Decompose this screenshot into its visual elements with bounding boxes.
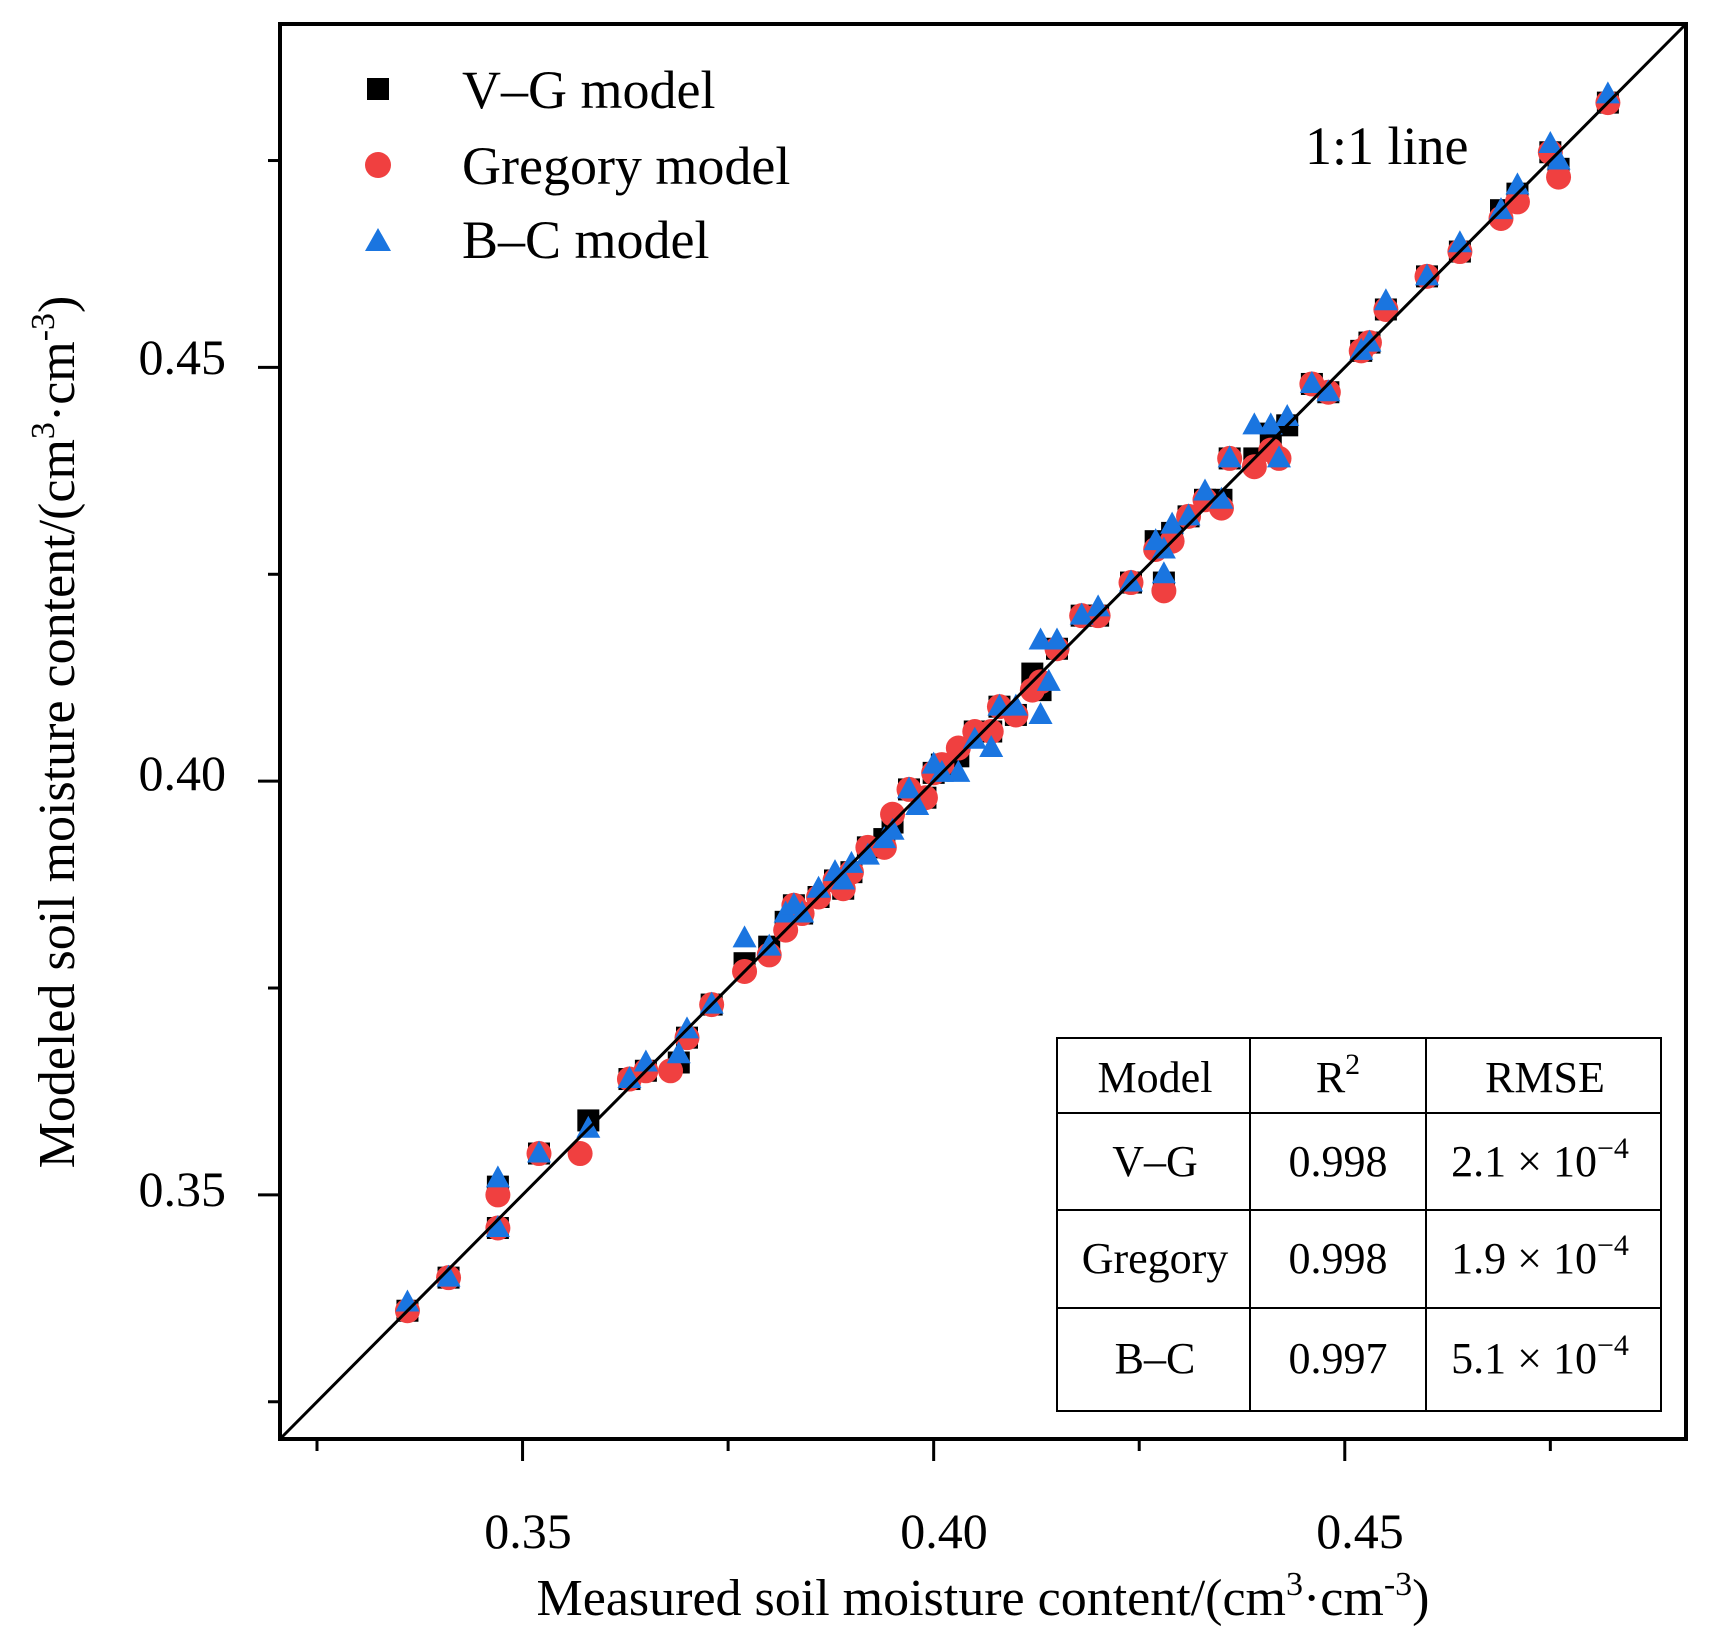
legend-label: B–C model [462, 210, 710, 270]
table-header-rmse: RMSE [1485, 1053, 1605, 1102]
scatter-point-triangle [905, 792, 930, 815]
scatter-point-triangle [1209, 486, 1234, 509]
scatter-point-triangle [1373, 288, 1398, 311]
scatter-point-triangle [1003, 693, 1028, 716]
scatter-point-triangle [979, 735, 1004, 758]
scatter-point-triangle [1036, 668, 1061, 691]
table-header-r2: R2 [1316, 1048, 1360, 1102]
legend-marker-square [367, 78, 389, 100]
y-tick-labels: 0.35 0.40 0.45 [139, 329, 227, 1217]
y-tick-label: 0.35 [139, 1161, 227, 1217]
scatter-point-triangle [485, 1165, 510, 1188]
x-axis-title: Measured soil moisture content/(cm3·cm-3… [537, 1566, 1430, 1627]
table-cell-rmse: 2.1 × 10−4 [1451, 1132, 1629, 1186]
scatter-point-triangle [1258, 412, 1283, 435]
scatter-point-circle [880, 801, 906, 827]
scatter-point-circle [1504, 189, 1530, 215]
scatter-point-triangle [1160, 511, 1185, 534]
scatter-point-triangle [1028, 627, 1053, 650]
x-tick-label: 0.45 [1316, 1503, 1404, 1559]
y-tick-label: 0.45 [139, 329, 227, 385]
scatter-point-triangle [527, 1140, 551, 1163]
table-cell-model: B–C [1115, 1334, 1196, 1383]
scatter-point-triangle [1299, 370, 1324, 393]
one-to-one-line [278, 22, 1688, 1441]
scatter-point-circle [945, 735, 971, 761]
table-cell-r2: 0.998 [1289, 1137, 1388, 1186]
scatter-point-triangle [1045, 627, 1069, 650]
scatter-point-triangle [831, 867, 856, 890]
scatter-point-triangle [485, 1214, 510, 1237]
x-tick-labels: 0.35 0.40 0.45 [484, 1503, 1404, 1559]
scatter-point-triangle [1193, 478, 1217, 501]
legend-marker-circle [365, 152, 391, 178]
table-cell-r2: 0.998 [1289, 1234, 1388, 1283]
table-cell-rmse: 1.9 × 10−4 [1451, 1229, 1629, 1283]
stats-table: Model R2 RMSE V–G 0.998 2.1 × 10−4 Grego… [1056, 1037, 1662, 1412]
legend-label: Gregory model [462, 136, 790, 196]
axis-ticks [258, 159, 1552, 1461]
scatter-point-triangle [897, 776, 921, 799]
x-tick-label: 0.35 [484, 1503, 572, 1559]
scatter-point-triangle [1546, 147, 1571, 170]
scatter-point-circle [1241, 454, 1267, 480]
scatter-point-triangle [1242, 412, 1267, 435]
scatter-point-triangle [946, 759, 971, 782]
scatter-point-triangle [1069, 602, 1094, 625]
scatter-point-triangle [1316, 379, 1341, 402]
scatter-point-triangle [1538, 130, 1563, 153]
y-axis-title: Modeled soil moisture content/(cm3·cm-3) [25, 296, 86, 1169]
table-header-model: Model [1098, 1053, 1213, 1102]
scatter-point-circle [658, 1058, 684, 1084]
table-cell-rmse: 5.1 × 10−4 [1451, 1329, 1629, 1383]
legend: V–G model Gregory model B–C model [365, 60, 790, 270]
scatter-point-circle [1151, 578, 1177, 604]
scatter-point-triangle [436, 1264, 461, 1287]
plot-frame [278, 22, 1688, 1441]
y-tick-label: 0.40 [139, 745, 227, 801]
x-tick-label: 0.40 [900, 1503, 988, 1559]
scatter-point-triangle [1151, 561, 1176, 584]
table-frame [1056, 1037, 1662, 1412]
scatter-point-triangle [880, 817, 905, 840]
scatter-point-circle [978, 719, 1004, 744]
scatter-point-circle [1546, 164, 1572, 190]
one-to-one-label: 1:1 line [1305, 116, 1468, 176]
scatter-point-circle [485, 1182, 511, 1208]
legend-label: V–G model [462, 60, 715, 120]
legend-marker-triangle [365, 228, 391, 251]
scatter-point-triangle [1267, 445, 1291, 468]
table-cell-r2: 0.997 [1289, 1334, 1388, 1383]
scatter-point-triangle [855, 842, 880, 865]
table-cell-model: Gregory [1082, 1234, 1229, 1283]
table-cell-model: V–G [1112, 1137, 1198, 1186]
scatter-point-triangle [1028, 701, 1053, 724]
scatter-point-triangle [732, 925, 757, 948]
scatter-point-circle [567, 1141, 593, 1167]
scatter-point-triangle [1217, 445, 1242, 468]
scatter-point-triangle [666, 1041, 691, 1064]
